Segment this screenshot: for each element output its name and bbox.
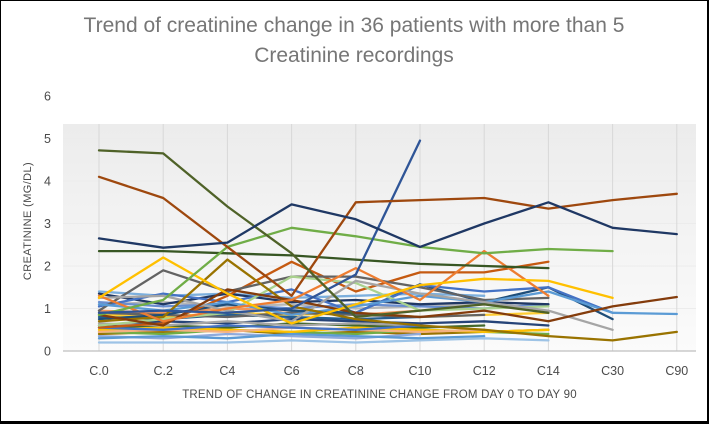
x-tick-label-C.2: C.2 <box>153 364 173 378</box>
x-tick-label-C8: C8 <box>348 364 364 378</box>
x-tick-label-C30: C30 <box>601 364 624 378</box>
x-tick-label-C.0: C.0 <box>89 364 109 378</box>
series-line-patient-15 <box>97 269 550 312</box>
series-line-patient-24 <box>97 332 486 340</box>
y-tick-label-6: 6 <box>44 90 51 104</box>
x-tick-label-C12: C12 <box>473 364 496 378</box>
series-line-patient-1 <box>97 201 678 249</box>
series-line-patient-2 <box>97 149 550 319</box>
x-tick-label-C90: C90 <box>665 364 688 378</box>
x-tick-label-C4: C4 <box>219 364 235 378</box>
series-line-patient-10 <box>97 258 678 342</box>
y-tick-label-5: 5 <box>44 132 51 146</box>
series-line-patient-26 <box>97 317 550 327</box>
chart-title: Trend of creatinine change in 36 patient… <box>83 14 625 68</box>
y-tick-label-1: 1 <box>44 302 51 316</box>
series-line-patient-20 <box>97 324 422 331</box>
series-line-patient-4 <box>97 139 422 314</box>
series-line-patient-6 <box>97 249 550 270</box>
y-tick-label-3: 3 <box>44 217 51 231</box>
y-tick-label-0: 0 <box>44 345 51 359</box>
y-tick-label-2: 2 <box>44 260 51 274</box>
x-tick-label-C6: C6 <box>284 364 300 378</box>
series-line-patient-3 <box>97 175 678 297</box>
y-tick-label-4: 4 <box>44 175 51 189</box>
series-line-patient-11 <box>97 279 614 331</box>
series-line-patient-7 <box>97 256 614 325</box>
series-line-patient-5 <box>97 226 614 317</box>
series-line-patient-14 <box>97 337 550 344</box>
x-tick-label-C14: C14 <box>537 364 560 378</box>
x-tick-label-C10: C10 <box>409 364 432 378</box>
x-axis-title: TREND OF CHANGE IN CREATININE CHANGE FRO… <box>182 389 577 401</box>
